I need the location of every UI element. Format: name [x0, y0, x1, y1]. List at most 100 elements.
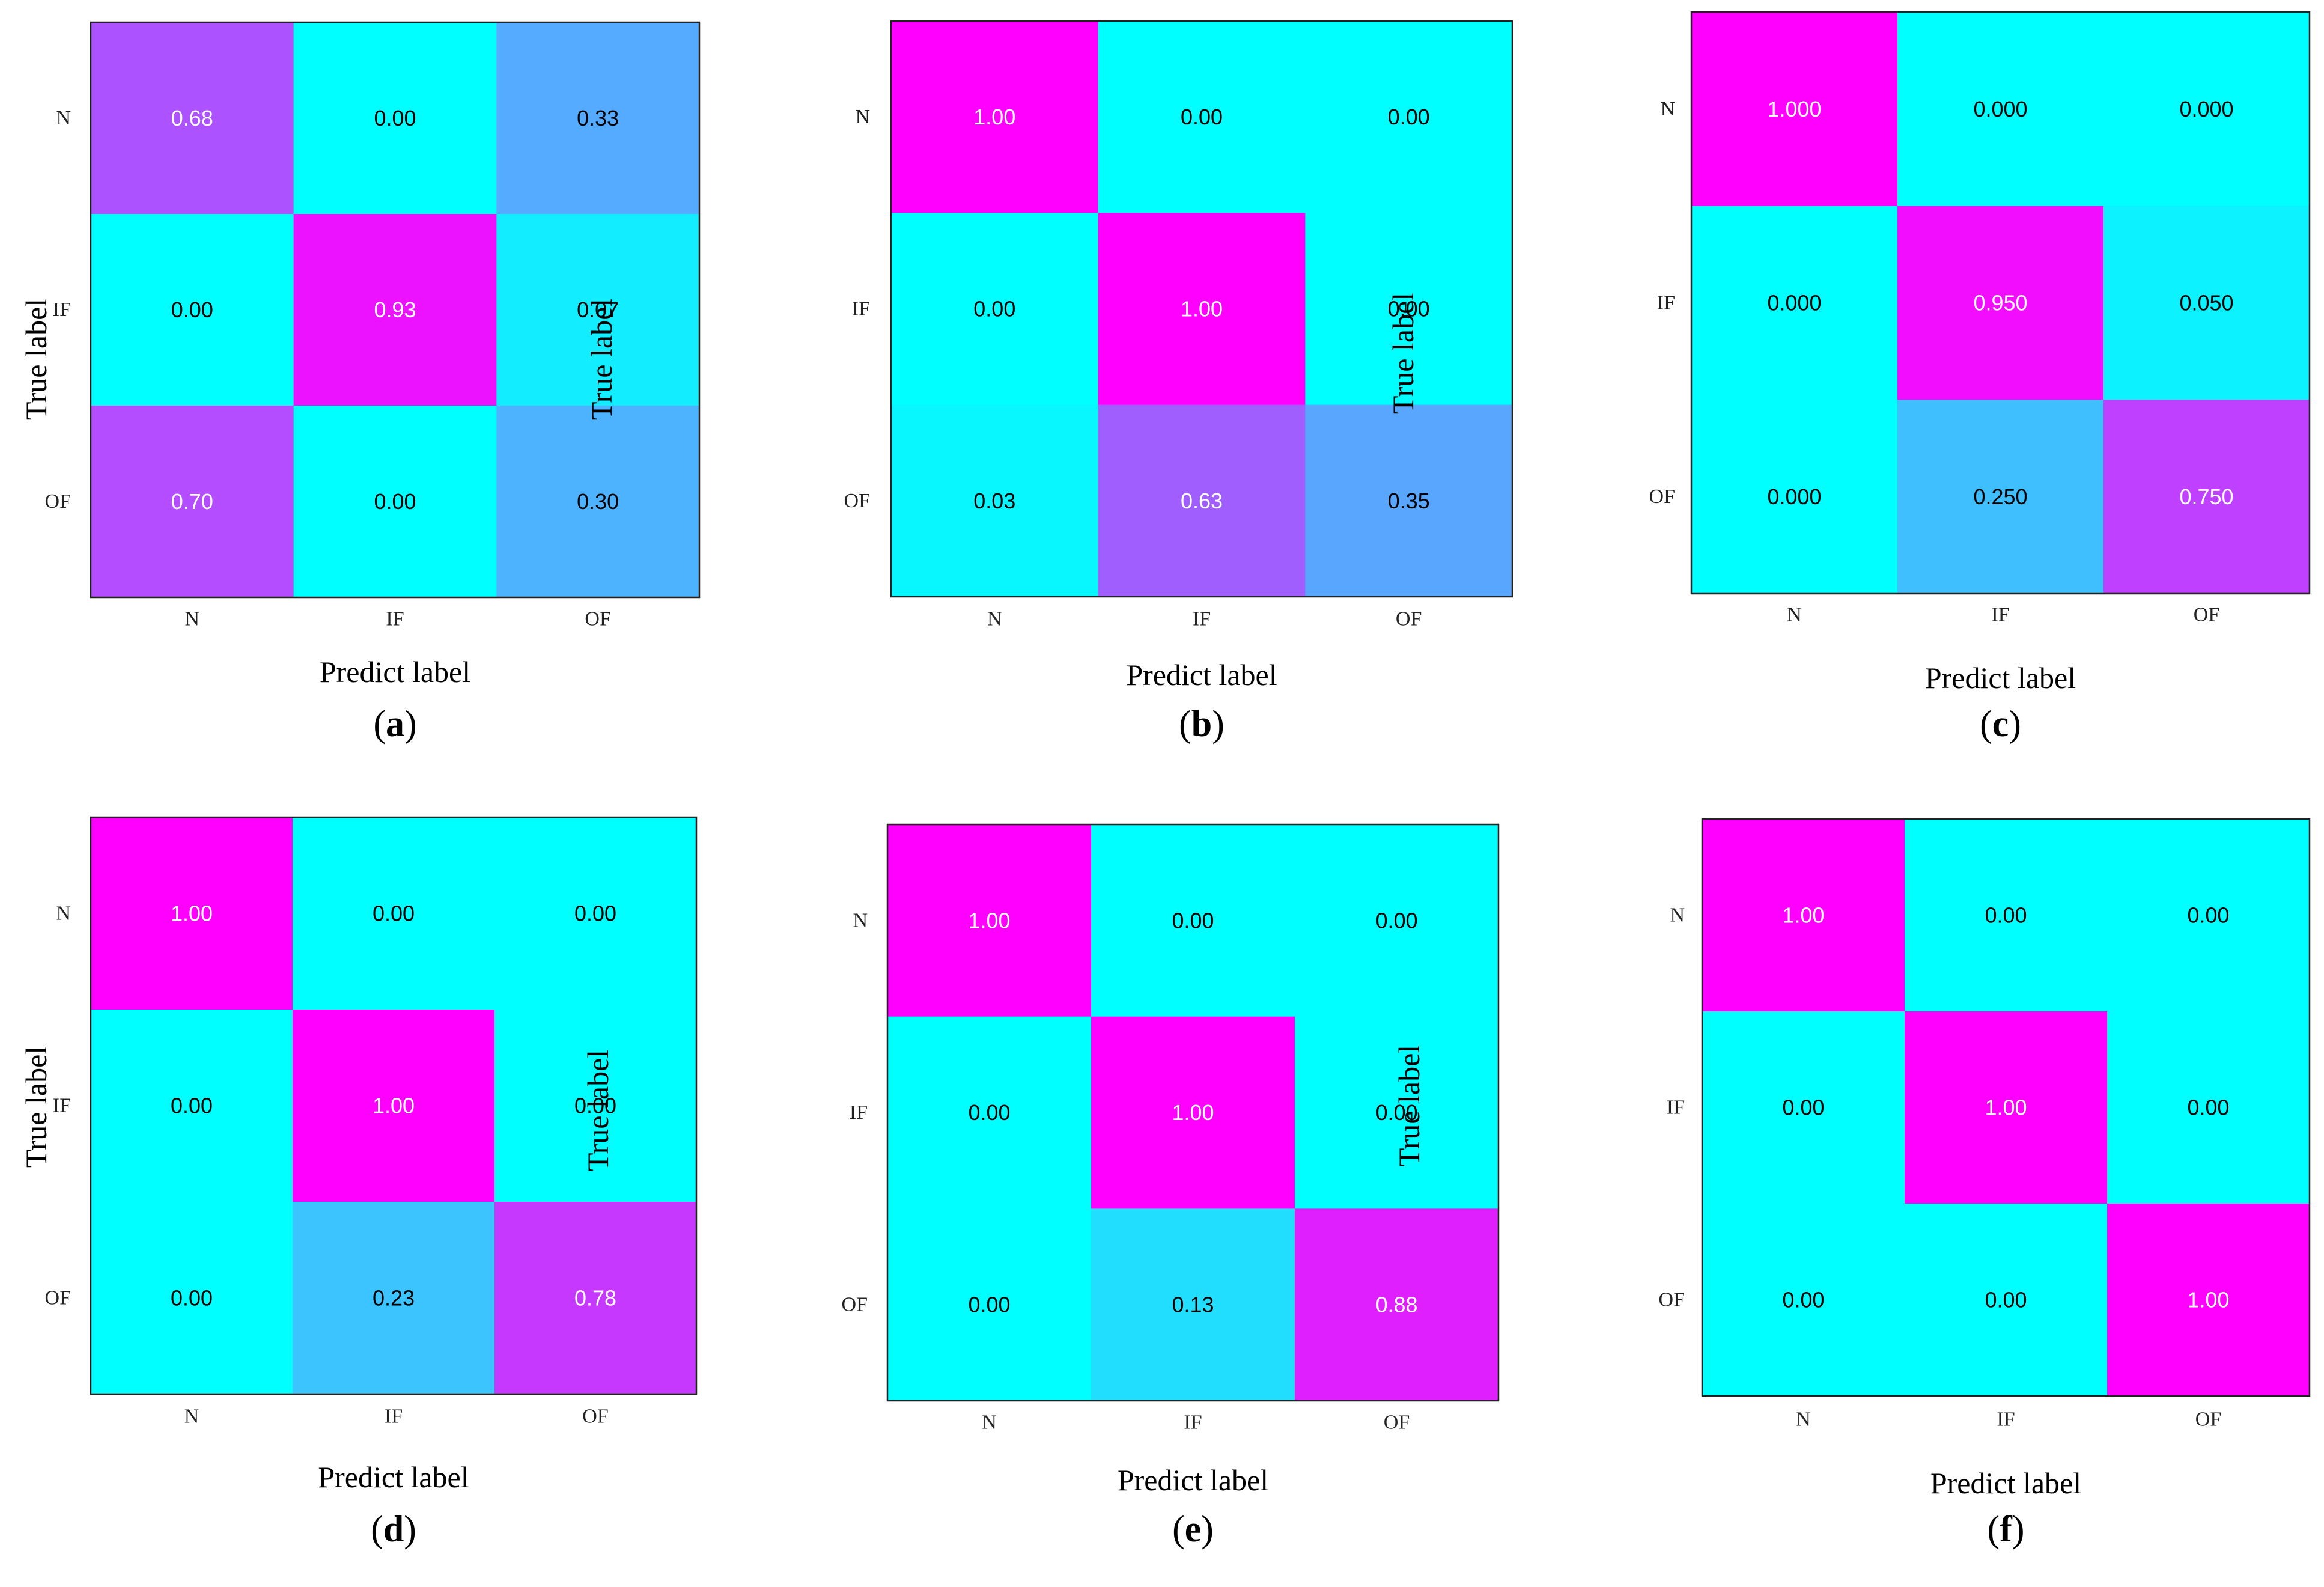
y-tick-label: IF: [850, 1101, 868, 1124]
matrix-cell: [494, 1010, 697, 1202]
panel-caption: (c): [1980, 704, 2021, 745]
x-tick-label: IF: [1184, 1412, 1202, 1434]
y-tick-label: OF: [45, 1287, 71, 1309]
x-tick-label: N: [982, 1412, 997, 1434]
cell-value-label: 1.00: [373, 1094, 415, 1118]
matrix-cell: [1905, 819, 2108, 1012]
x-tick-label: IF: [1193, 608, 1211, 630]
panel-caption: (a): [373, 704, 416, 745]
matrix-cell: [496, 22, 700, 215]
matrix-cell: [91, 406, 294, 598]
matrix-cell: [2107, 1011, 2310, 1204]
y-axis-title: True label: [1386, 293, 1420, 414]
matrix-frame: [1690, 11, 2311, 595]
x-tick-label: N: [1796, 1409, 1811, 1431]
cell-value-label: 0.00: [374, 106, 416, 130]
matrix-cell: [1295, 1016, 1499, 1209]
panel-f: 1.00 0.00 0.00 0.00 1.00 0.00 0.00 0.00 1.00 N IF O…: [1392, 818, 2311, 1550]
cell-value-label: 0.950: [1973, 291, 2027, 315]
cell-value-label: 0.88: [1375, 1293, 1417, 1317]
cell-value-label: 0.000: [1767, 484, 1821, 509]
x-axis-title: Predict label: [1925, 661, 2076, 695]
x-tick-label: OF: [582, 1406, 608, 1428]
panel-b: 1.00 0.00 0.00 0.00 1.00 0.00 0.03 0.63 0.35 N IF O…: [585, 20, 1513, 745]
y-tick-label: OF: [1659, 1289, 1685, 1311]
cell-value-label: 1.00: [2187, 1288, 2229, 1312]
x-axis-title: Predict label: [1118, 1463, 1268, 1497]
y-tick-label: IF: [852, 298, 870, 320]
matrix-cell: [2103, 400, 2310, 594]
panel-e: 1.00 0.00 0.00 0.00 1.00 0.00 0.00 0.13 0.88 N IF O…: [581, 823, 1500, 1550]
y-axis-title: True label: [581, 1050, 615, 1171]
panel-caption: (b): [1179, 704, 1224, 745]
panel-caption: (d): [371, 1509, 416, 1550]
cell-value-label: 1.00: [1985, 1095, 2027, 1120]
matrix-cell: [293, 214, 497, 406]
matrix-cell: [887, 1208, 1092, 1401]
matrix-cell: [1091, 824, 1295, 1017]
y-tick-label: N: [56, 903, 71, 925]
matrix-frame: [890, 20, 1513, 598]
cell-value-label: 0.00: [171, 1286, 213, 1311]
cell-value-label: 0.30: [577, 489, 619, 514]
matrix-cell: [887, 824, 1092, 1017]
cell-value-label: 0.07: [577, 297, 619, 322]
panel-d: 1.00 0.00 0.00 0.00 1.00 0.00 0.00 0.23 0.78 N IF O…: [19, 816, 698, 1550]
x-tick-label: OF: [1396, 608, 1422, 630]
cell-value-label: 0.00: [1782, 1288, 1824, 1312]
matrix-cell: [496, 214, 700, 406]
matrix-cell: [1098, 21, 1306, 213]
cell-value-label: 0.93: [374, 297, 416, 322]
matrix-cell: [887, 1016, 1092, 1209]
matrix-cell: [494, 817, 697, 1010]
y-axis-title: True label: [585, 299, 618, 420]
matrix-frame: [90, 21, 701, 599]
matrix-cell: [1098, 213, 1306, 406]
y-tick-label: IF: [53, 1095, 71, 1117]
cell-value-label: 1.00: [171, 901, 213, 926]
matrix-cell: [891, 21, 1099, 213]
y-tick-label: N: [1660, 98, 1675, 120]
cell-value-label: 0.00: [1388, 105, 1430, 129]
cell-value-label: 0.000: [2179, 97, 2233, 121]
matrix-cell: [2107, 1204, 2310, 1397]
x-tick-label: N: [1787, 604, 1802, 626]
x-tick-label: OF: [2194, 604, 2219, 626]
x-tick-label: IF: [386, 608, 404, 630]
y-tick-label: OF: [842, 1294, 868, 1316]
matrix-cell: [1702, 1204, 1905, 1397]
cell-value-label: 0.00: [1181, 105, 1223, 129]
matrix-cell: [91, 1010, 293, 1202]
cell-value-label: 0.03: [973, 489, 1015, 513]
cell-value-label: 0.23: [373, 1286, 415, 1311]
cell-value-label: 0.00: [968, 1293, 1010, 1317]
matrix-cell: [1702, 1011, 1905, 1204]
matrix-cell: [496, 406, 700, 598]
matrix-cell: [1691, 12, 1898, 207]
matrix-cell: [1295, 1208, 1499, 1401]
matrix-cell: [293, 1010, 495, 1202]
cell-value-label: 0.00: [1388, 297, 1430, 321]
matrix-cell: [1091, 1208, 1295, 1401]
cell-value-label: 0.00: [1985, 903, 2027, 928]
cell-value-label: 0.00: [171, 297, 213, 322]
y-tick-label: N: [56, 107, 71, 129]
cell-value-label: 0.000: [1767, 291, 1821, 315]
matrix-cell: [891, 213, 1099, 406]
x-tick-label: N: [987, 608, 1002, 630]
panel-caption: (e): [1172, 1509, 1214, 1550]
cell-value-label: 0.00: [1782, 1095, 1824, 1120]
matrix-cell: [1691, 400, 1898, 594]
cell-value-label: 1.00: [1782, 903, 1824, 928]
matrix-cell: [91, 214, 294, 406]
cell-value-label: 1.00: [968, 908, 1010, 933]
x-tick-label: N: [185, 608, 200, 630]
x-tick-label: N: [184, 1406, 199, 1428]
matrix-cell: [293, 817, 495, 1010]
cell-value-label: 1.00: [1181, 297, 1223, 321]
cell-value-label: 0.00: [574, 901, 616, 926]
x-axis-title: Predict label: [1126, 658, 1277, 692]
x-tick-label: OF: [585, 608, 610, 630]
cell-value-label: 0.78: [574, 1286, 616, 1311]
